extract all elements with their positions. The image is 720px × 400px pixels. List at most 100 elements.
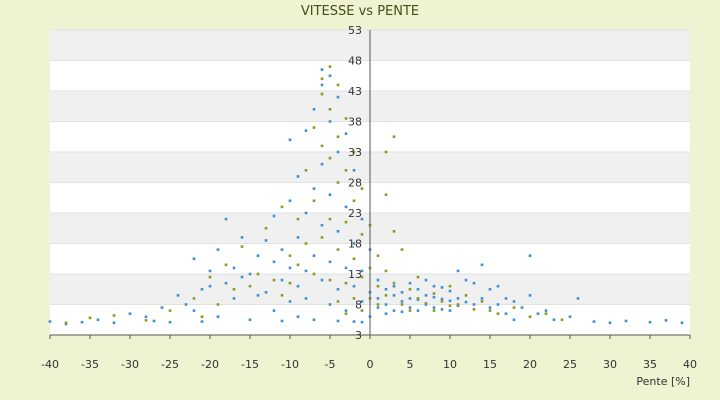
x-tick-label: -20	[201, 358, 219, 371]
data-point-blue	[552, 318, 556, 322]
y-tick-label: 53	[348, 24, 362, 37]
data-point-blue	[280, 248, 284, 251]
data-point-blue	[408, 281, 412, 285]
data-point-blue	[328, 193, 332, 196]
data-points	[48, 65, 684, 326]
data-point-blue	[288, 138, 292, 142]
data-point-blue	[328, 303, 332, 306]
data-point-blue	[328, 74, 332, 78]
data-point-blue	[416, 309, 420, 312]
data-point-olive	[352, 257, 356, 261]
data-point-blue	[352, 284, 356, 288]
data-point-blue	[216, 248, 220, 251]
data-point-blue	[296, 236, 300, 239]
data-point-olive	[328, 156, 332, 160]
data-point-blue	[408, 297, 412, 300]
data-point-olive	[360, 233, 364, 236]
data-point-olive	[320, 92, 324, 96]
data-point-blue	[304, 129, 308, 132]
data-point-olive	[344, 117, 348, 120]
data-point-olive	[400, 248, 404, 251]
y-tick-label: 3	[355, 329, 362, 342]
y-tick-label: 28	[348, 177, 362, 190]
data-point-olive	[304, 242, 308, 245]
data-point-olive	[448, 304, 452, 308]
data-point-blue	[208, 269, 212, 273]
data-point-blue	[448, 309, 452, 312]
data-point-blue	[472, 303, 476, 306]
x-tick-label: 40	[683, 358, 697, 371]
data-point-blue	[360, 300, 364, 303]
data-point-olive	[384, 294, 388, 297]
data-point-olive	[88, 316, 92, 320]
chart-title: VITESSE vs PENTE	[301, 4, 419, 19]
x-tick-label: 35	[643, 358, 657, 371]
data-point-olive	[320, 144, 324, 148]
data-point-blue	[432, 306, 436, 309]
data-point-blue	[592, 320, 596, 323]
data-point-blue	[472, 281, 476, 285]
data-point-olive	[224, 263, 228, 267]
data-point-olive	[336, 83, 340, 87]
data-point-olive	[464, 294, 468, 297]
data-point-olive	[320, 236, 324, 239]
data-point-blue	[528, 254, 532, 257]
data-point-olive	[352, 297, 356, 300]
data-point-blue	[576, 297, 580, 300]
data-point-blue	[160, 306, 164, 309]
data-point-blue	[304, 297, 308, 300]
data-point-blue	[456, 297, 460, 300]
data-point-blue	[344, 309, 348, 312]
data-point-blue	[304, 269, 308, 273]
y-tick-label: 8	[355, 299, 362, 312]
data-point-blue	[232, 297, 236, 300]
data-point-blue	[480, 297, 484, 300]
data-point-blue	[608, 321, 612, 325]
data-point-olive	[472, 308, 476, 311]
data-point-blue	[512, 318, 516, 322]
data-point-blue	[432, 284, 436, 288]
x-tick-label: -35	[81, 358, 99, 371]
data-point-olive	[240, 245, 244, 248]
data-point-olive	[336, 300, 340, 303]
data-point-olive	[496, 312, 500, 315]
data-point-blue	[224, 281, 228, 285]
data-point-olive	[328, 217, 332, 221]
data-point-blue	[200, 287, 204, 291]
data-point-blue	[152, 319, 156, 323]
data-point-olive	[360, 187, 364, 190]
data-point-blue	[336, 150, 340, 154]
data-point-blue	[400, 300, 404, 303]
data-point-blue	[440, 308, 444, 311]
data-point-blue	[360, 320, 364, 324]
data-point-blue	[384, 303, 388, 306]
data-point-blue	[240, 236, 244, 239]
data-point-olive	[416, 275, 420, 279]
data-point-olive	[360, 309, 364, 312]
data-point-blue	[224, 217, 228, 221]
data-point-blue	[392, 309, 396, 312]
data-point-blue	[376, 297, 380, 300]
x-tick-label: -10	[281, 358, 299, 371]
data-point-olive	[296, 217, 300, 221]
data-point-blue	[536, 312, 540, 315]
data-point-blue	[496, 303, 500, 306]
data-point-olive	[408, 309, 412, 312]
x-tick-label: -25	[161, 358, 179, 371]
data-point-olive	[384, 193, 388, 196]
x-tick-labels: -40 -35 -30 -25 -20 -15 -10 -5 0 5 10 15 20 25 30 35 40	[41, 335, 697, 371]
data-point-blue	[360, 217, 364, 221]
data-point-olive	[312, 272, 316, 276]
data-point-blue	[344, 266, 348, 270]
data-point-blue	[392, 294, 396, 297]
data-point-blue	[256, 254, 260, 257]
data-point-olive	[312, 126, 316, 129]
data-point-blue	[336, 319, 340, 323]
data-point-olive	[344, 281, 348, 285]
data-point-blue	[408, 306, 412, 309]
data-point-blue	[376, 306, 380, 309]
data-point-blue	[424, 294, 428, 297]
data-point-olive	[392, 135, 396, 139]
data-point-blue	[280, 278, 284, 282]
